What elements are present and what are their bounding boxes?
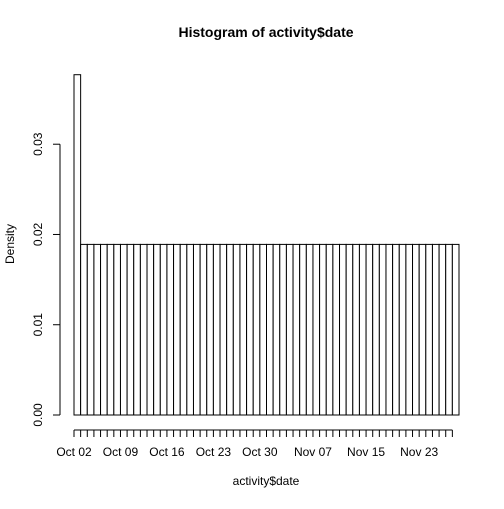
- histogram-bar-43: [352, 243, 360, 416]
- y-axis-label: Density: [3, 224, 17, 264]
- histogram-bar-33: [285, 243, 294, 416]
- y-tick-label-2: 0.01: [31, 313, 45, 337]
- x-tick-label-5: Oct 30: [242, 445, 278, 459]
- histogram-bar-35: [299, 243, 307, 416]
- histogram-bar-52: [412, 243, 420, 416]
- histogram-bar-58: [451, 243, 460, 416]
- histogram-bar-50: [398, 243, 407, 416]
- histogram-bar-32: [279, 243, 287, 416]
- bars-group: [73, 74, 460, 416]
- histogram-bar-24: [226, 243, 234, 416]
- chart-title: Histogram of activity$date: [178, 24, 353, 40]
- histogram-bar-38: [319, 243, 327, 416]
- histogram-bar-20: [199, 243, 208, 416]
- histogram-bar-55: [431, 243, 440, 416]
- histogram-bar-47: [378, 243, 387, 416]
- histogram-bar-40: [332, 243, 341, 416]
- histogram-bar-49: [392, 243, 400, 416]
- histogram-bar-12: [146, 243, 155, 416]
- x-axis-label: activity$date: [233, 474, 300, 488]
- x-tick-label-1: Oct 02: [56, 445, 92, 459]
- histogram-bar-57: [445, 243, 453, 416]
- histogram-bar-11: [139, 243, 148, 416]
- histogram-bar-28: [252, 243, 261, 416]
- histogram-bar-8: [119, 243, 128, 416]
- histogram-bar-13: [153, 243, 161, 416]
- histogram-bar-26: [239, 243, 248, 416]
- histogram-bar-10: [133, 243, 141, 416]
- histogram-bar-46: [372, 243, 380, 416]
- histogram-bar-41: [339, 243, 347, 416]
- histogram-bar-6: [106, 243, 115, 416]
- histogram-bar-30: [266, 243, 274, 416]
- x-tick-label-4: Oct 23: [196, 445, 232, 459]
- histogram-bar-39: [325, 243, 334, 416]
- histogram-bar-14: [159, 243, 168, 416]
- x-tick-label-7: Nov 15: [347, 445, 385, 459]
- y-axis: 0.00 0.01 0.02 0.03: [31, 132, 61, 427]
- histogram-bar-4: [93, 243, 102, 416]
- histogram-bar-23: [219, 243, 228, 416]
- y-tick-label-1: 0.00: [31, 403, 45, 427]
- x-tick-label-6: Nov 07: [294, 445, 332, 459]
- histogram-bar-21: [206, 243, 214, 416]
- histogram-bar-25: [232, 243, 241, 416]
- x-tick-label-8: Nov 23: [400, 445, 438, 459]
- histogram-bar-22: [212, 243, 221, 416]
- histogram-bar-9: [126, 243, 135, 416]
- x-tick-label-3: Oct 16: [149, 445, 185, 459]
- histogram-bar-5: [100, 243, 108, 416]
- histogram-bar-27: [246, 243, 254, 416]
- histogram-bar-42: [345, 243, 354, 416]
- histogram-bar-48: [385, 243, 394, 416]
- histogram-bar-54: [425, 243, 433, 416]
- histogram-bar-17: [179, 243, 188, 416]
- histogram-bar-37: [312, 243, 321, 416]
- histogram-bar-2: [80, 243, 88, 416]
- histogram-bar-45: [365, 243, 374, 416]
- y-tick-label-4: 0.03: [31, 132, 45, 156]
- histogram-bar-31: [272, 243, 281, 416]
- histogram-bar-19: [192, 243, 201, 416]
- histogram-bar-7: [113, 243, 121, 416]
- histogram-bar-29: [259, 243, 267, 416]
- histogram-bar-16: [173, 243, 181, 416]
- histogram-bar-1: [73, 74, 82, 416]
- x-axis: Oct 02 Oct 09 Oct 16 Oct 23 Oct 30 Nov 07 Nov …: [56, 429, 453, 459]
- histogram-bar-18: [186, 243, 194, 416]
- histogram-bar-56: [438, 243, 447, 416]
- histogram-bar-34: [292, 243, 301, 416]
- histogram-bar-15: [166, 243, 175, 416]
- histogram-bar-3: [86, 243, 95, 416]
- y-tick-label-3: 0.02: [31, 222, 45, 246]
- histogram-bar-53: [418, 243, 427, 416]
- histogram-bar-44: [358, 243, 367, 416]
- histogram-bar-36: [305, 243, 314, 416]
- x-tick-label-2: Oct 09: [103, 445, 139, 459]
- histogram-bar-51: [405, 243, 414, 416]
